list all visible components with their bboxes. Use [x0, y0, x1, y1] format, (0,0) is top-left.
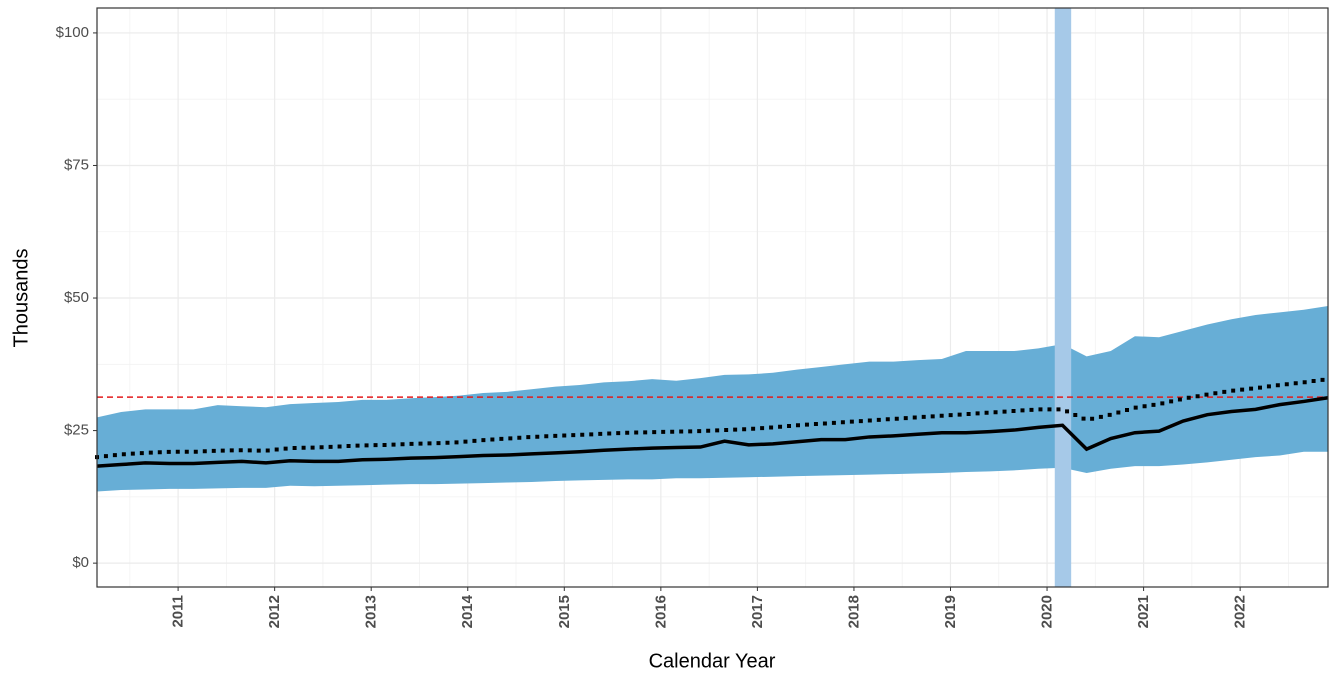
- x-tick-label: 2014: [459, 594, 476, 628]
- x-tick-label: 2011: [170, 595, 187, 628]
- y-tick-label: $25: [64, 422, 89, 439]
- x-tick-label: 2013: [363, 595, 380, 628]
- range-band: [97, 305, 1328, 492]
- y-tick-label: $50: [64, 289, 89, 306]
- y-tick-label: $100: [56, 24, 89, 41]
- x-tick-label: 2020: [1039, 595, 1056, 628]
- x-tick-label: 2021: [1135, 595, 1152, 628]
- x-tick-label: 2016: [652, 595, 669, 628]
- series-line: [96, 395, 1329, 468]
- panel-border: [96, 7, 1329, 588]
- series-line: [94, 376, 1330, 460]
- x-tick-label: 2017: [749, 595, 766, 628]
- y-axis-title: Thousands: [10, 249, 32, 348]
- x-tick-label: 2012: [266, 595, 283, 628]
- x-tick-label: 2019: [942, 595, 959, 628]
- x-tick-label: 2018: [845, 595, 862, 628]
- x-tick-label: 2022: [1232, 595, 1249, 628]
- x-tick-label: 2015: [556, 595, 573, 628]
- y-tick-label: $0: [72, 554, 89, 571]
- shaded-period: [1054, 8, 1072, 587]
- y-tick-label: $75: [64, 156, 89, 173]
- x-axis-title: Calendar Year: [649, 650, 776, 672]
